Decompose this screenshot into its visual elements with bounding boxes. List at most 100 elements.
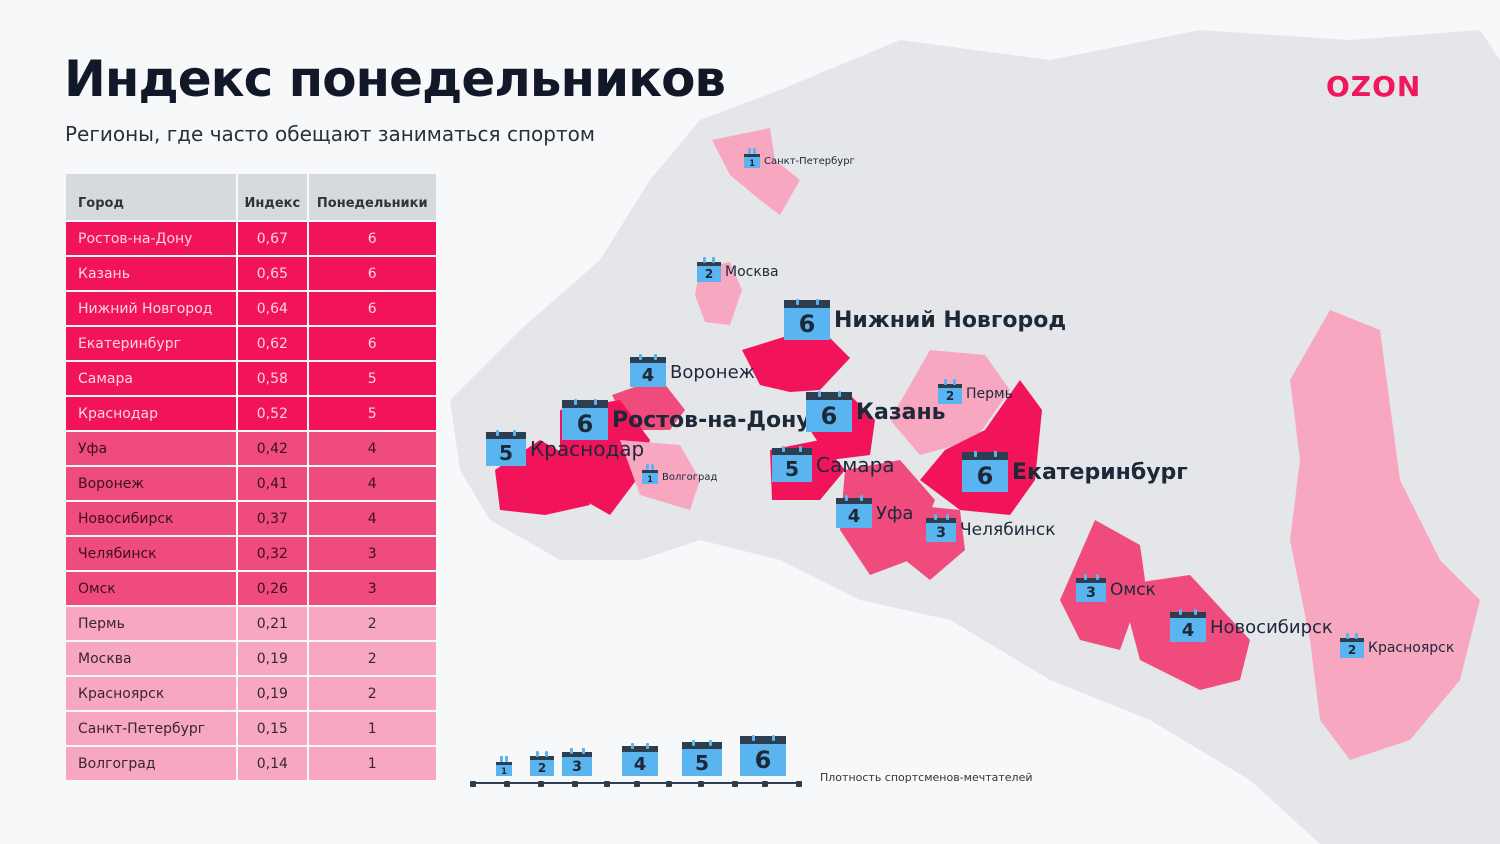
marker-city: Челябинск <box>960 520 1056 540</box>
cell-mondays: 5 <box>308 362 436 395</box>
marker-8: 1 Волгоград <box>642 464 717 484</box>
cell-city: Краснодар <box>66 397 237 430</box>
cell-city: Новосибирск <box>66 502 237 535</box>
cell-mondays: 4 <box>308 467 436 500</box>
cell-index: 0,64 <box>238 292 307 325</box>
region-spb <box>712 128 800 215</box>
table-row: Красноярск 0,19 2 <box>66 677 436 710</box>
cell-mondays: 3 <box>308 572 436 605</box>
table-row: Екатеринбург 0,62 6 <box>66 327 436 360</box>
marker-13: 3 Омск <box>1076 574 1156 602</box>
calendar-icon: 2 <box>697 257 721 282</box>
cell-city: Волгоград <box>66 747 237 780</box>
table-row: Новосибирск 0,37 4 <box>66 502 436 535</box>
region-nn <box>742 335 850 392</box>
marker-9: 5 Самара <box>772 446 895 482</box>
cell-index: 0,65 <box>238 257 307 290</box>
table-row: Нижний Новгород 0,64 6 <box>66 292 436 325</box>
calendar-icon: 4 <box>1170 609 1206 642</box>
calendar-icon: 6 <box>806 391 852 432</box>
cell-city: Екатеринбург <box>66 327 237 360</box>
legend-calendar-icon: 4 <box>622 743 658 776</box>
axis-tick <box>666 781 672 787</box>
cell-index: 0,32 <box>238 537 307 570</box>
cell-mondays: 6 <box>308 222 436 255</box>
marker-0: 1 Санкт-Петербург <box>744 148 855 168</box>
cell-index: 0,42 <box>238 432 307 465</box>
marker-4: 6 Ростов-на-Дону <box>562 399 811 440</box>
cell-index: 0,14 <box>238 747 307 780</box>
legend-label: Плотность спортсменов-мечтателей <box>820 771 1033 784</box>
cell-city: Пермь <box>66 607 237 640</box>
marker-3: 4 Воронеж <box>630 354 755 387</box>
cell-index: 0,15 <box>238 712 307 745</box>
calendar-icon: 6 <box>962 451 1008 492</box>
cell-city: Омск <box>66 572 237 605</box>
marker-city: Омск <box>1110 580 1156 600</box>
cell-mondays: 1 <box>308 712 436 745</box>
calendar-icon: 3 <box>926 514 956 542</box>
marker-city: Краснодар <box>530 437 645 461</box>
legend-calendar-icon: 6 <box>740 735 786 776</box>
axis-tick <box>538 781 544 787</box>
cell-city: Казань <box>66 257 237 290</box>
marker-city: Екатеринбург <box>1012 459 1188 485</box>
marker-city: Ростов-на-Дону <box>612 407 811 433</box>
header-index: Индекс <box>238 174 307 220</box>
legend-value: 2 <box>537 761 547 775</box>
marker-value: 3 <box>1085 584 1096 601</box>
cell-mondays: 6 <box>308 257 436 290</box>
marker-value: 6 <box>798 310 816 338</box>
table-row: Москва 0,19 2 <box>66 642 436 675</box>
legend-calendar-icon: 2 <box>530 751 554 776</box>
marker-value: 5 <box>498 440 514 465</box>
legend-calendar-icon: 1 <box>496 756 512 776</box>
cell-city: Ростов-на-Дону <box>66 222 237 255</box>
table-row: Пермь 0,21 2 <box>66 607 436 640</box>
calendar-icon: 1 <box>744 148 760 168</box>
cell-city: Самара <box>66 362 237 395</box>
marker-value: 1 <box>647 473 653 484</box>
marker-city: Самара <box>816 453 895 477</box>
calendar-icon: 6 <box>562 399 608 440</box>
axis-tick <box>762 781 768 787</box>
cell-index: 0,37 <box>238 502 307 535</box>
legend-value: 1 <box>501 765 507 776</box>
cell-mondays: 5 <box>308 397 436 430</box>
marker-2: 6 Нижний Новгород <box>784 299 1067 340</box>
marker-city: Уфа <box>876 502 914 524</box>
marker-city: Пермь <box>966 386 1013 402</box>
legend-value: 5 <box>694 750 710 775</box>
cell-city: Уфа <box>66 432 237 465</box>
cell-mondays: 2 <box>308 677 436 710</box>
cell-index: 0,52 <box>238 397 307 430</box>
marker-value: 2 <box>945 389 955 403</box>
marker-12: 3 Челябинск <box>926 514 1056 542</box>
calendar-icon: 2 <box>1340 633 1364 658</box>
marker-6: 2 Пермь <box>938 379 1013 404</box>
cell-mondays: 6 <box>308 327 436 360</box>
axis-tick <box>604 781 610 787</box>
table-row: Казань 0,65 6 <box>66 257 436 290</box>
ozon-logo: OZON <box>1326 70 1422 103</box>
marker-value: 4 <box>1181 619 1195 641</box>
cell-mondays: 4 <box>308 502 436 535</box>
axis-tick <box>732 781 738 787</box>
axis-tick <box>796 781 802 787</box>
calendar-icon: 1 <box>642 464 658 484</box>
calendar-icon: 3 <box>1076 574 1106 602</box>
marker-11: 4 Уфа <box>836 495 914 528</box>
table-row: Самара 0,58 5 <box>66 362 436 395</box>
table-row: Челябинск 0,32 3 <box>66 537 436 570</box>
cell-index: 0,41 <box>238 467 307 500</box>
marker-city: Нижний Новгород <box>834 307 1067 333</box>
page-title: Индекс понедельников <box>64 50 726 108</box>
marker-value: 4 <box>641 364 655 386</box>
cell-mondays: 2 <box>308 642 436 675</box>
cell-city: Красноярск <box>66 677 237 710</box>
axis-tick <box>698 781 704 787</box>
region-krasnoyarsk <box>1290 310 1480 760</box>
marker-7: 5 Краснодар <box>486 430 645 466</box>
marker-value: 2 <box>1347 643 1357 657</box>
marker-value: 2 <box>704 267 714 281</box>
